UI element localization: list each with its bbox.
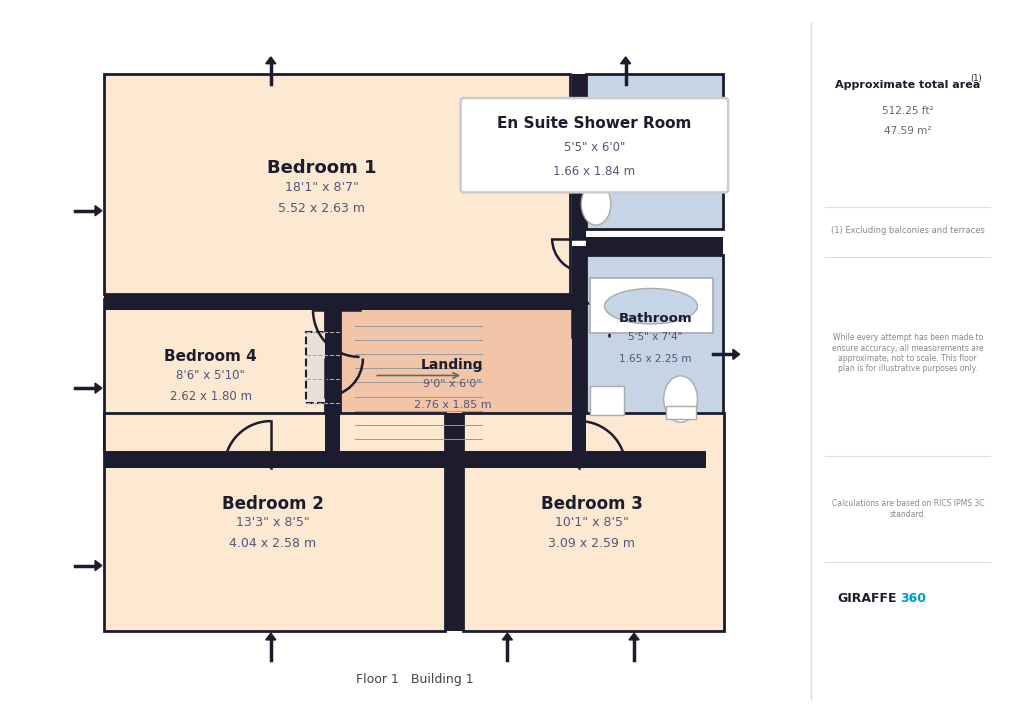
Text: Calculations are based on RICS IPMS 3C
standard.: Calculations are based on RICS IPMS 3C s…: [830, 500, 983, 519]
Bar: [571, 246, 585, 451]
Text: GIRAFFE: GIRAFFE: [837, 592, 896, 605]
Polygon shape: [95, 560, 102, 570]
Bar: [444, 413, 463, 632]
Text: 10'1" x 8'5": 10'1" x 8'5": [554, 516, 628, 529]
Bar: [463, 412, 723, 632]
Ellipse shape: [581, 183, 610, 225]
Bar: [103, 299, 325, 451]
Bar: [586, 173, 611, 184]
Polygon shape: [266, 633, 275, 640]
Text: 1.65 x 2.25 m: 1.65 x 2.25 m: [619, 353, 691, 363]
Circle shape: [630, 137, 653, 161]
Text: 4.04 x 2.58 m: 4.04 x 2.58 m: [228, 537, 316, 550]
Text: 2.76 x 1.85 m: 2.76 x 1.85 m: [414, 400, 491, 410]
Text: 360: 360: [900, 592, 925, 605]
FancyBboxPatch shape: [461, 98, 728, 193]
Bar: [103, 74, 570, 293]
Bar: [608, 120, 674, 179]
Polygon shape: [629, 633, 639, 640]
Bar: [103, 293, 585, 311]
Bar: [571, 74, 585, 239]
Text: Bedroom 2: Bedroom 2: [221, 495, 323, 513]
Polygon shape: [95, 383, 102, 393]
Text: (1): (1): [969, 74, 981, 82]
Text: 512.25 ft²: 512.25 ft²: [881, 106, 932, 116]
Text: Bedroom 3: Bedroom 3: [540, 495, 642, 513]
Polygon shape: [733, 349, 739, 359]
Text: Floor 1   Building 1: Floor 1 Building 1: [356, 673, 473, 686]
Text: 8'6" x 5'10": 8'6" x 5'10": [176, 369, 245, 382]
Polygon shape: [620, 57, 630, 63]
Bar: [585, 74, 722, 229]
Polygon shape: [266, 57, 275, 63]
Text: 2.62 x 1.80 m: 2.62 x 1.80 m: [169, 390, 252, 403]
Text: Bedroom 4: Bedroom 4: [164, 350, 257, 364]
Text: Landing: Landing: [421, 358, 483, 372]
Text: 3.09 x 2.59 m: 3.09 x 2.59 m: [548, 537, 635, 550]
Text: While every attempt has been made to
ensure accuracy, all measurements are
appro: While every attempt has been made to ens…: [832, 333, 982, 373]
Text: 1.66 x 1.84 m: 1.66 x 1.84 m: [552, 164, 635, 177]
Text: Bathroom: Bathroom: [618, 312, 691, 325]
Bar: [590, 278, 712, 333]
Polygon shape: [95, 205, 102, 216]
Bar: [103, 413, 444, 632]
Text: 9'0" x 6'0": 9'0" x 6'0": [423, 379, 481, 389]
Bar: [339, 295, 573, 451]
Bar: [306, 332, 339, 403]
Bar: [585, 255, 722, 421]
Polygon shape: [501, 633, 512, 640]
Text: 18'1" x 8'7": 18'1" x 8'7": [284, 180, 358, 193]
Text: En Suite Shower Room: En Suite Shower Room: [496, 116, 691, 131]
Text: 47.59 m²: 47.59 m²: [883, 126, 930, 136]
Bar: [103, 451, 705, 467]
Text: Approximate total area: Approximate total area: [835, 79, 979, 89]
Text: 5'5" x 6'0": 5'5" x 6'0": [564, 141, 625, 154]
Text: (1) Excluding balconies and terraces: (1) Excluding balconies and terraces: [830, 226, 983, 235]
Text: Bedroom 1: Bedroom 1: [267, 159, 376, 177]
Ellipse shape: [663, 376, 697, 423]
Bar: [590, 386, 624, 415]
Text: 13'3" x 8'5": 13'3" x 8'5": [235, 516, 309, 529]
Text: 5.52 x 2.63 m: 5.52 x 2.63 m: [278, 202, 365, 215]
Bar: [585, 237, 722, 255]
Ellipse shape: [604, 288, 697, 324]
Text: 5'5" x 7'4": 5'5" x 7'4": [628, 332, 682, 342]
Bar: [665, 406, 695, 420]
Bar: [325, 293, 339, 451]
